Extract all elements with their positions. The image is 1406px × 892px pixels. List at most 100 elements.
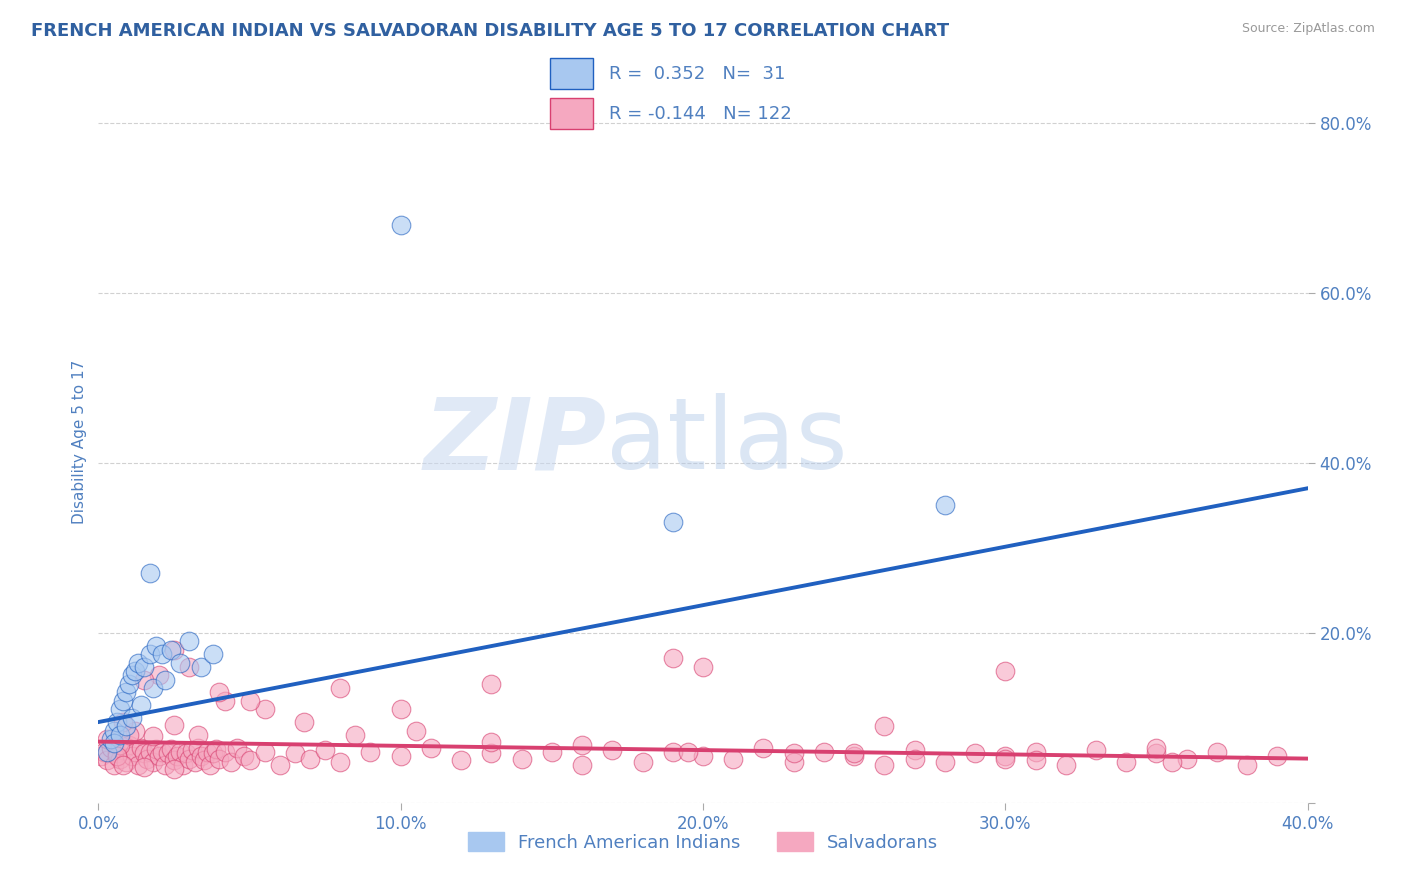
Point (1267, 749, 1289, 764)
Point (844, 749, 866, 764)
Legend: French American Indians, Salvadorans: French American Indians, Salvadorans (460, 825, 946, 859)
Point (108, 738, 131, 752)
Point (481, 747, 503, 761)
Point (190, 660, 212, 674)
Point (172, 757, 194, 772)
Point (100, 740, 122, 755)
Point (602, 743, 624, 757)
Point (661, 745, 683, 759)
Point (118, 738, 141, 752)
Point (108, 728, 131, 742)
Point (389, 702, 412, 716)
Point (661, 651, 683, 665)
Point (108, 702, 131, 716)
Point (676, 745, 699, 759)
Point (214, 694, 236, 708)
Point (202, 747, 225, 761)
Point (169, 745, 191, 759)
Point (96, 753, 118, 767)
Point (299, 751, 322, 765)
Point (118, 677, 141, 691)
Point (127, 757, 149, 772)
Y-axis label: Disability Age 5 to 17: Disability Age 5 to 17 (72, 359, 87, 524)
Point (360, 745, 382, 759)
Point (150, 647, 173, 661)
Text: FRENCH AMERICAN INDIAN VS SALVADORAN DISABILITY AGE 5 TO 17 CORRELATION CHART: FRENCH AMERICAN INDIAN VS SALVADORAN DIS… (31, 22, 949, 40)
FancyBboxPatch shape (550, 58, 593, 89)
Point (195, 745, 218, 759)
Point (160, 642, 183, 657)
Point (190, 749, 212, 764)
Point (148, 668, 170, 682)
Point (571, 757, 593, 772)
Text: atlas: atlas (606, 393, 848, 490)
Point (1160, 755, 1182, 769)
Point (783, 755, 806, 769)
Point (1085, 743, 1108, 757)
Point (129, 740, 152, 755)
Point (132, 747, 155, 761)
Point (114, 719, 136, 733)
Point (163, 753, 186, 767)
Point (103, 757, 125, 772)
Point (292, 714, 315, 729)
Point (156, 747, 179, 761)
Point (904, 751, 927, 765)
Point (723, 751, 745, 765)
Point (873, 757, 896, 772)
Point (420, 740, 443, 755)
Point (904, 743, 927, 757)
Point (111, 757, 134, 772)
Point (661, 516, 683, 530)
Point (1206, 745, 1229, 759)
Point (571, 738, 593, 752)
Point (153, 757, 176, 772)
Point (187, 728, 209, 742)
Point (108, 751, 131, 765)
Point (193, 753, 215, 767)
Point (105, 749, 128, 764)
Point (934, 755, 956, 769)
Point (150, 745, 173, 759)
Point (214, 745, 236, 759)
Point (169, 656, 191, 670)
Point (450, 753, 472, 767)
Point (405, 723, 427, 738)
Point (873, 719, 896, 733)
Point (202, 647, 225, 661)
Point (994, 664, 1017, 678)
Point (124, 664, 146, 678)
Point (692, 660, 714, 674)
Point (783, 747, 806, 761)
Point (284, 747, 307, 761)
Point (114, 755, 136, 769)
Point (226, 740, 249, 755)
Point (124, 745, 146, 759)
Point (96, 745, 118, 759)
Point (510, 751, 533, 765)
Point (481, 734, 503, 748)
Point (253, 745, 276, 759)
Point (111, 714, 134, 729)
Point (179, 634, 201, 648)
Point (142, 755, 165, 769)
Point (105, 714, 128, 729)
Point (184, 755, 207, 769)
Point (139, 745, 162, 759)
Point (142, 730, 165, 744)
Point (111, 743, 134, 757)
Point (163, 717, 186, 731)
Point (121, 668, 143, 682)
Point (179, 660, 201, 674)
Point (132, 760, 155, 774)
Point (179, 751, 201, 765)
Point (90, 749, 112, 764)
Point (163, 642, 186, 657)
Point (129, 698, 152, 712)
Point (232, 749, 254, 764)
Point (1175, 751, 1198, 765)
Point (389, 749, 412, 764)
Point (253, 702, 276, 716)
Point (118, 728, 141, 742)
Point (205, 742, 228, 756)
